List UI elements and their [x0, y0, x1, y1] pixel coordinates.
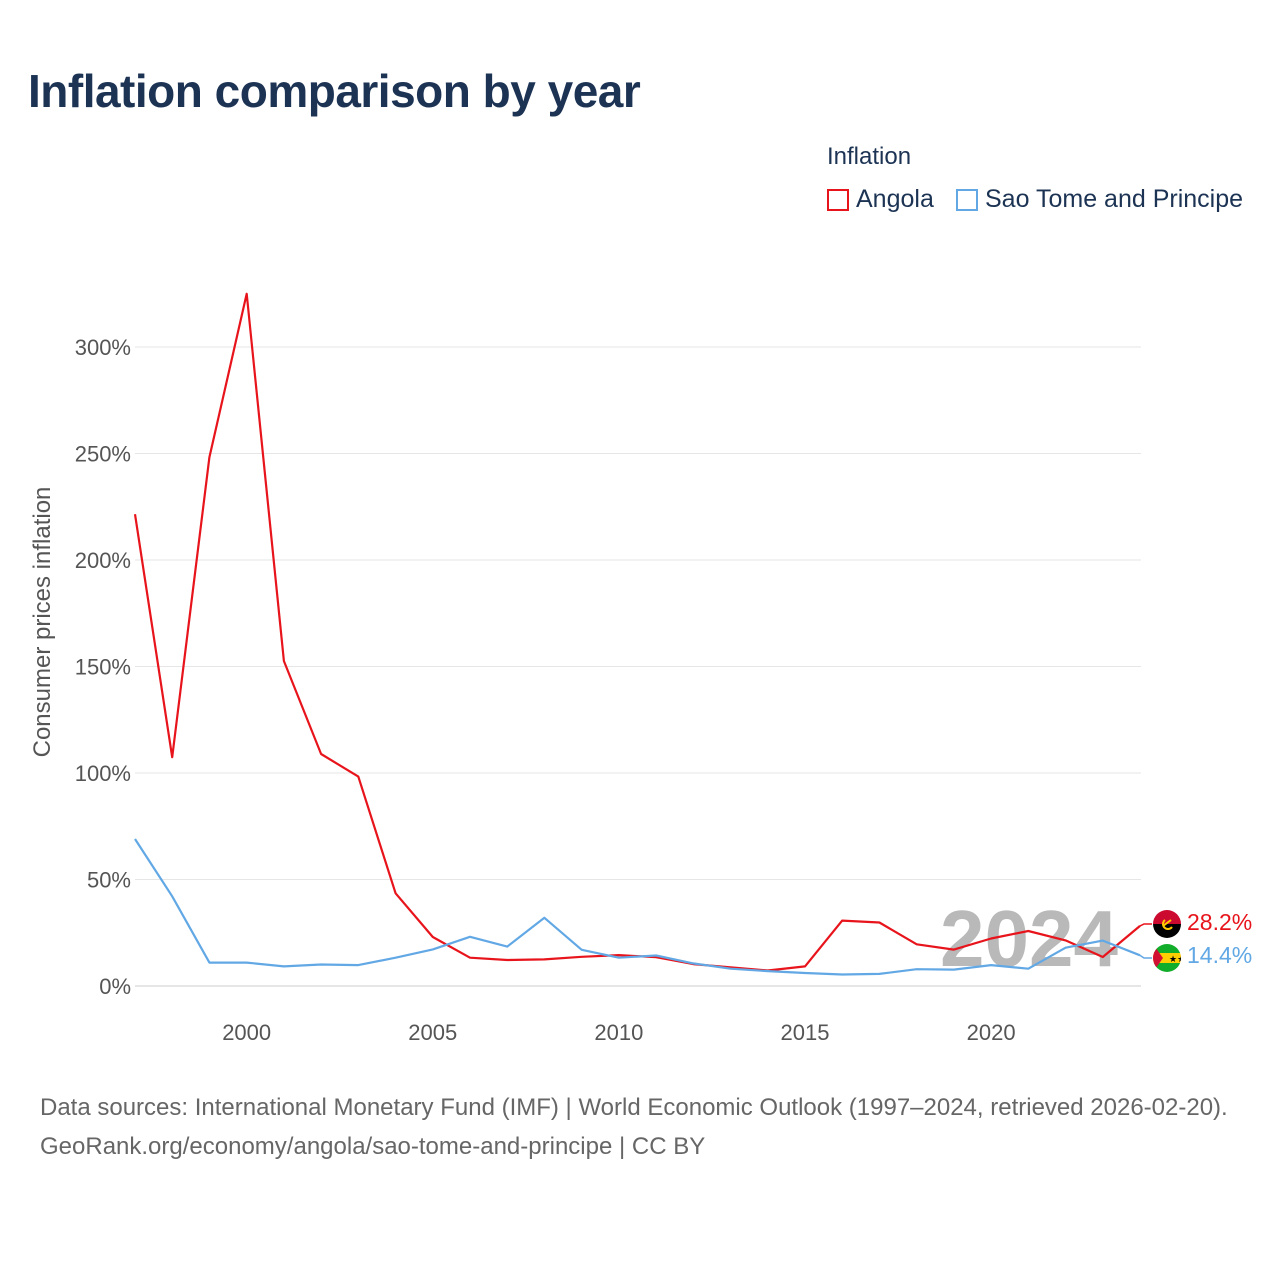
end-markers: ★★ 28.2% 14.4% [1153, 909, 1252, 972]
y-tick-label: 0% [99, 974, 131, 999]
sao-tome-end-label: 14.4% [1187, 942, 1252, 968]
gridlines [135, 346, 1141, 987]
source-note: Data sources: International Monetary Fun… [40, 1088, 1250, 1166]
x-tick-label: 2020 [967, 1020, 1016, 1045]
y-tick-label: 150% [75, 655, 131, 680]
y-tick-label: 250% [75, 442, 131, 467]
x-tick-label: 2015 [781, 1020, 830, 1045]
y-tick-label: 300% [75, 335, 131, 360]
series-line-angola[interactable] [133, 292, 1141, 972]
svg-text:★★: ★★ [1169, 955, 1185, 965]
angola-end-label: 28.2% [1187, 909, 1252, 935]
source-line: Data sources: International Monetary Fun… [40, 1094, 1228, 1121]
y-axis-title: Consumer prices inflation [29, 487, 56, 758]
angola-flag-icon [1153, 910, 1181, 938]
x-tick-label: 2000 [222, 1020, 271, 1045]
legend-label-sao-tome: Sao Tome and Principe [985, 185, 1244, 213]
legend-swatch-sao-tome [956, 188, 978, 211]
end-connector [1139, 923, 1152, 927]
series-lines [133, 292, 1152, 976]
line-chart: 0%50%100%150%200%250%300% 2000 2005 2010 20… [29, 292, 1252, 1045]
series-line-sao-tome-and-principe[interactable] [134, 838, 1141, 976]
sao-tome-flag-icon: ★★ [1153, 944, 1185, 972]
y-axis-ticks: 0% 50% 100% 150% 200% 250% 300% [75, 335, 131, 999]
legend-item-sao-tome[interactable]: Sao Tome and Principe [956, 185, 1243, 214]
y-tick-label: 50% [87, 868, 131, 893]
y-tick-label: 100% [75, 761, 131, 786]
attribution-line[interactable]: GeoRank.org/economy/angola/sao-tome-and-… [40, 1133, 706, 1160]
legend-label-angola: Angola [856, 185, 934, 213]
y-tick-label: 200% [75, 548, 131, 573]
x-axis-ticks: 2000 2005 2010 2015 2020 [222, 1020, 1015, 1045]
legend-title: Inflation [827, 143, 912, 170]
x-tick-label: 2005 [408, 1020, 457, 1045]
year-watermark: 2024 [940, 894, 1118, 983]
end-connector [1139, 954, 1152, 959]
x-tick-label: 2010 [594, 1020, 643, 1045]
chart-title: Inflation comparison by year [28, 65, 641, 117]
legend-swatch-angola [827, 188, 849, 211]
legend-item-angola[interactable]: Angola [827, 185, 934, 214]
